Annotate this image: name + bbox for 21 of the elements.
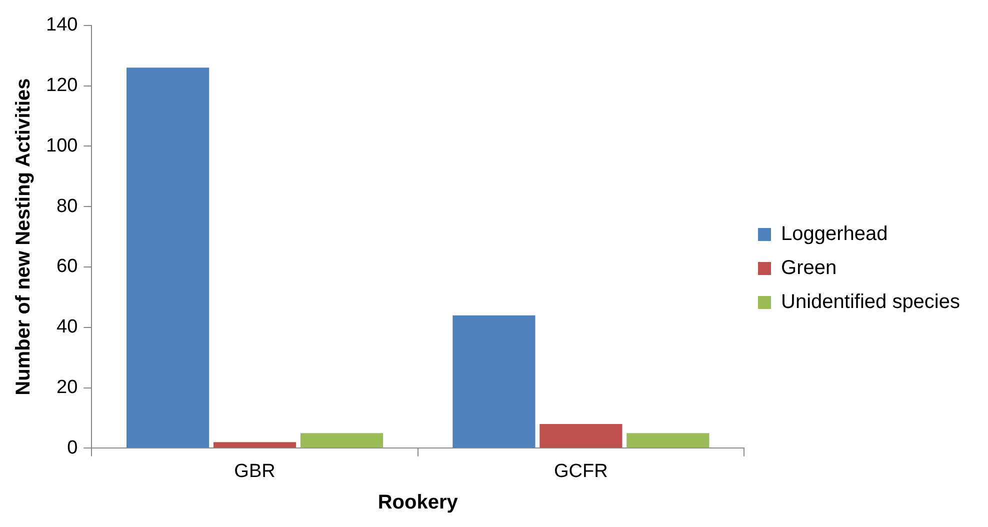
- y-tick-label: 120: [46, 75, 78, 96]
- bar: [300, 433, 384, 448]
- y-tick-label: 20: [56, 377, 78, 398]
- x-tick-label: GCFR: [554, 460, 608, 482]
- bar: [540, 424, 622, 448]
- x-axis-title: Rookery: [378, 492, 459, 514]
- y-axis-title: Number of new Nesting Activities: [12, 78, 35, 396]
- bar: [452, 315, 536, 448]
- bar: [126, 68, 210, 448]
- legend-label: Loggerhead: [781, 223, 888, 246]
- x-tick-label: GBR: [234, 460, 276, 482]
- legend-label: Unidentified species: [781, 291, 960, 314]
- y-tick-label: 100: [46, 135, 78, 156]
- legend-label: Green: [781, 257, 837, 280]
- y-tick-label: 40: [56, 316, 78, 338]
- y-tick-label: 140: [46, 14, 78, 36]
- bar: [626, 433, 710, 448]
- y-tick-label: 0: [67, 437, 78, 458]
- y-tick-label: 60: [56, 256, 78, 278]
- bar: [213, 442, 296, 448]
- y-tick-label: 80: [56, 196, 78, 217]
